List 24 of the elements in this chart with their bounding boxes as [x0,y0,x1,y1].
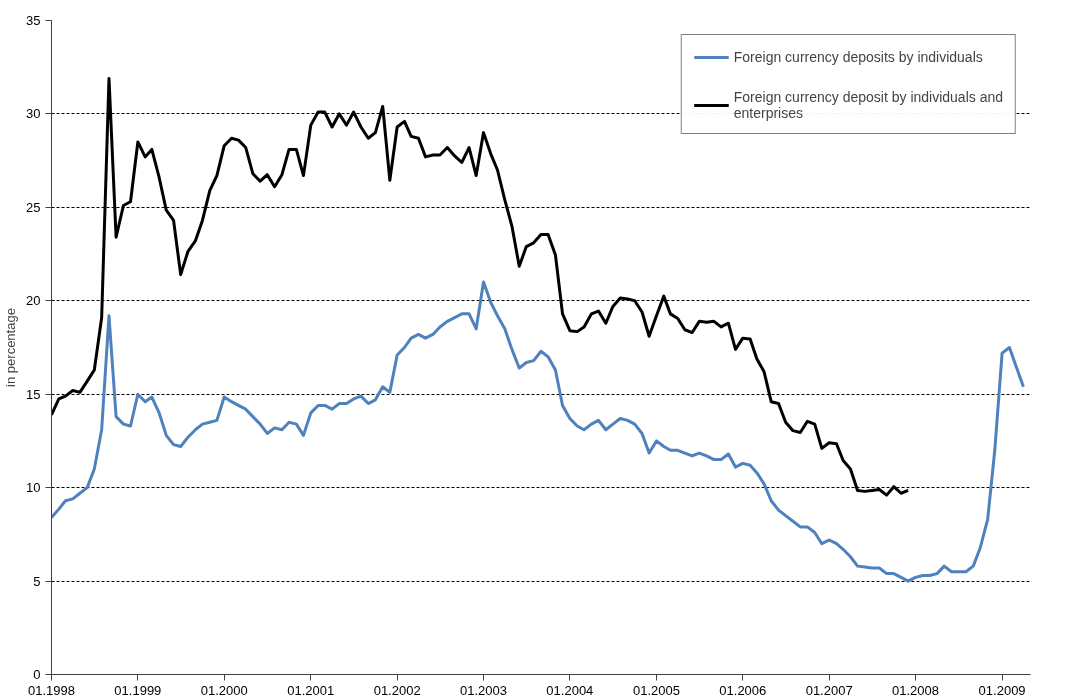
x-tick-label: 01.1999 [114,682,162,697]
y-tick-label: 30 [26,106,41,122]
y-tick-label: 5 [33,573,41,589]
y-tick-label: 35 [26,13,41,28]
y-tick-label: 20 [26,293,41,309]
x-tick-label: 01.1998 [28,682,75,697]
x-tick-label: 01.2003 [460,682,508,697]
x-tick-label: 01.2000 [200,682,248,697]
x-tick-label: 01.2005 [632,682,680,697]
x-tick-label: 01.2002 [373,682,421,697]
y-tick-label: 10 [26,480,41,496]
x-tick-label: 01.2004 [546,682,594,697]
x-tick-label: 01.2007 [805,682,853,697]
y-tick-label: 0 [33,667,41,682]
x-tick-label: 01.2009 [978,682,1026,697]
x-tick-label: 01.2001 [287,682,335,697]
y-axis-title: in percentage [3,308,19,387]
legend-label: Foreign currency deposits by individuals [733,49,983,65]
line-series [51,280,1025,583]
x-tick-label: 01.2006 [719,682,767,697]
y-tick-label: 25 [26,199,41,215]
x-tick-label: 01.2008 [892,682,940,697]
y-tick-label: 15 [26,386,41,402]
legend-label: Foreign currency deposit by individuals and enterprises [733,89,1003,121]
